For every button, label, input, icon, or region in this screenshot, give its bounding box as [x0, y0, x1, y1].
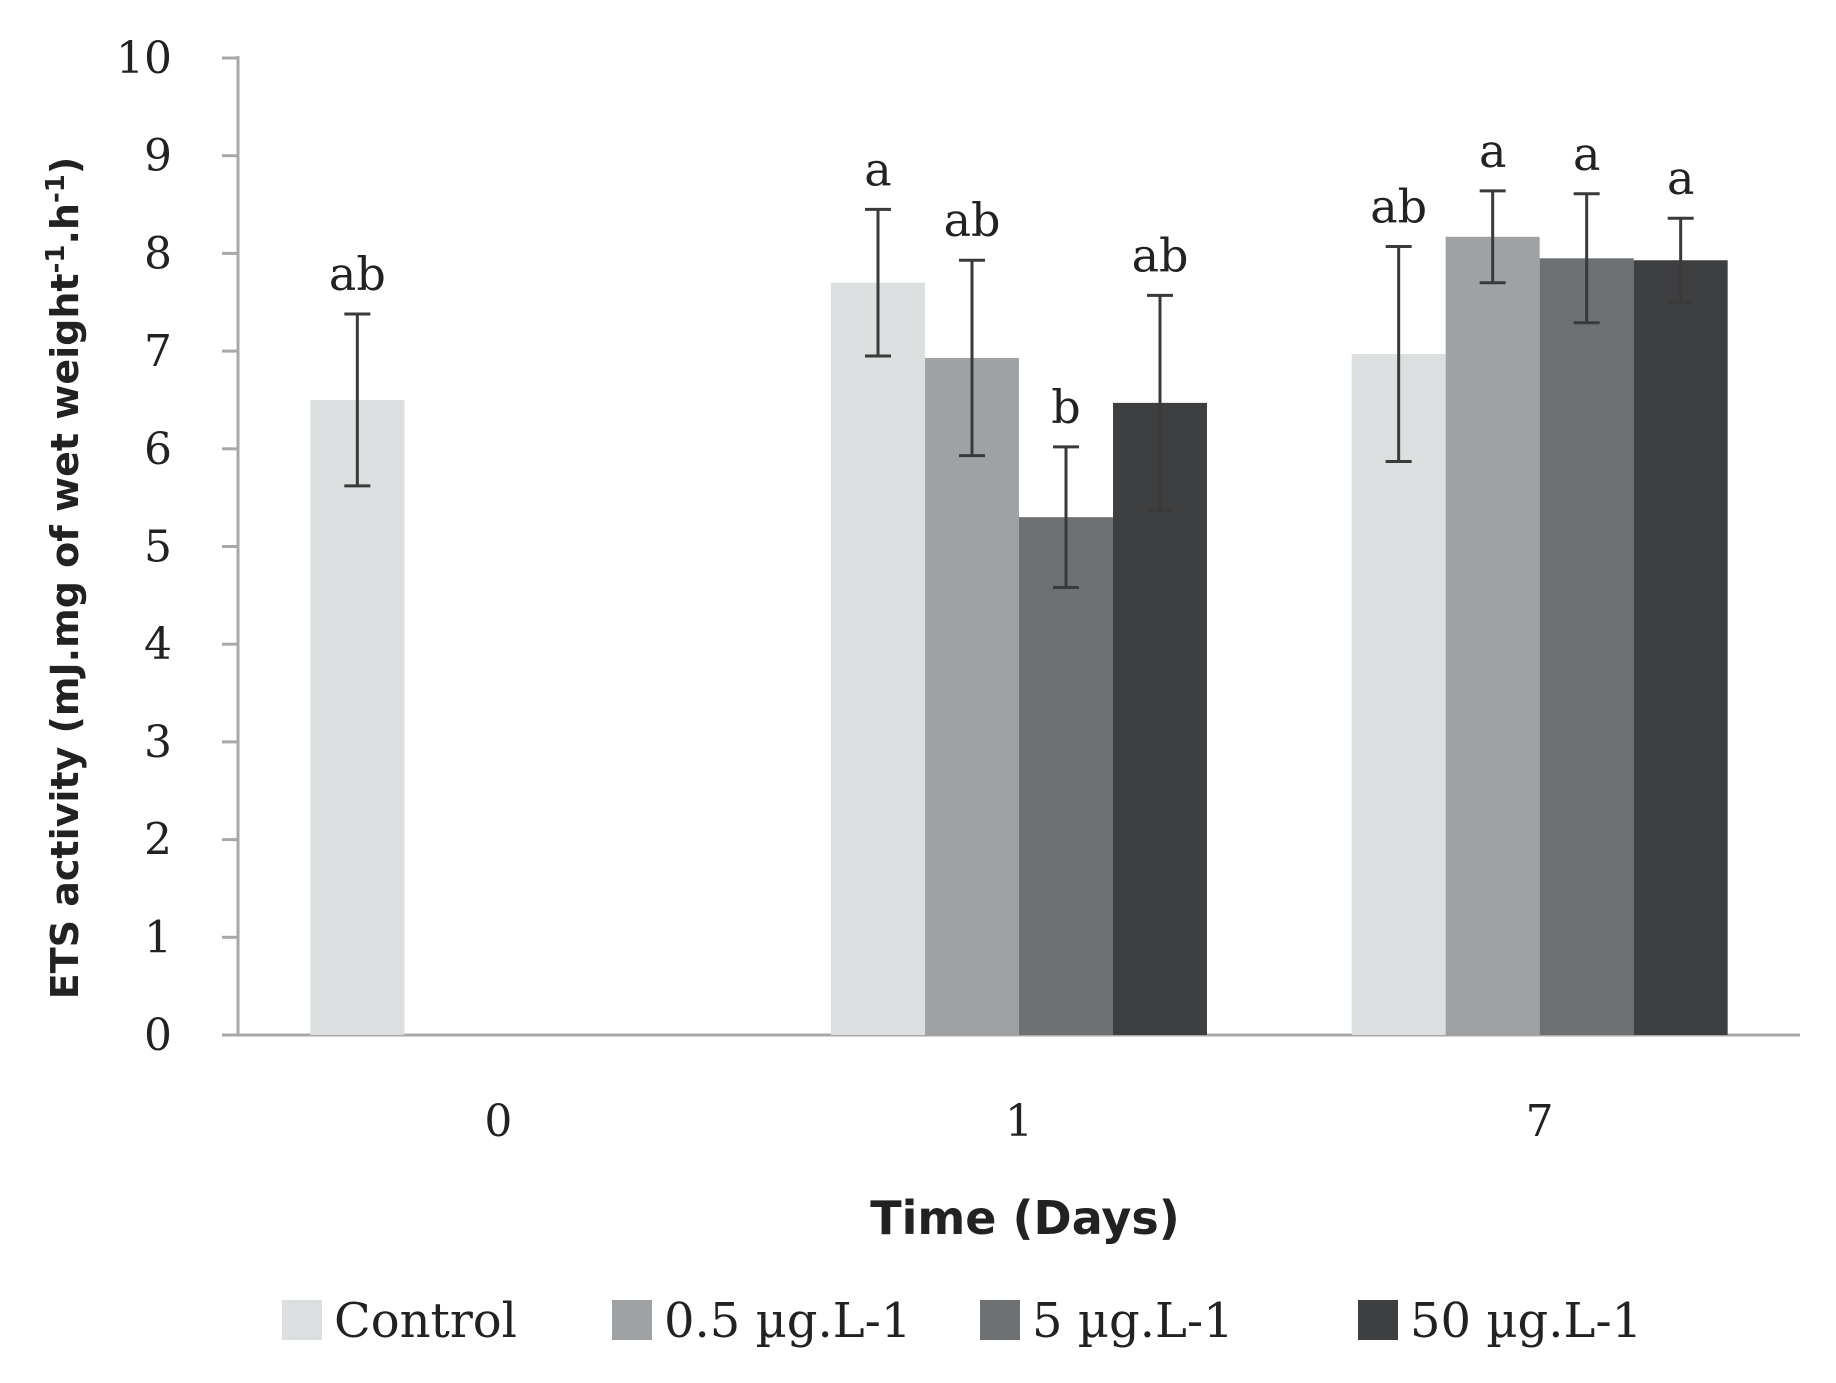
- bar: [310, 399, 405, 1035]
- bar: [925, 357, 1019, 1036]
- y-tick-label: 2: [144, 815, 172, 866]
- y-axis-title: ETS activity (mJ.mg of wet weight-1.h-1): [41, 157, 87, 999]
- significance-label: a: [1573, 127, 1600, 181]
- x-tick-label: 7: [1526, 1096, 1554, 1147]
- bar: [831, 282, 925, 1036]
- y-tick-label: 0: [144, 1010, 172, 1061]
- legend-label: 50 µg.L-1: [1410, 1293, 1642, 1349]
- legend-label: Control: [334, 1293, 517, 1349]
- significance-label: a: [1667, 151, 1694, 205]
- y-tick-label: 5: [144, 522, 172, 573]
- bar: [1351, 354, 1446, 1035]
- y-tick-label: 1: [144, 912, 172, 963]
- y-tick-label: 3: [144, 717, 172, 768]
- error-bars: [344, 189, 1694, 590]
- significance-label: ab: [1132, 228, 1189, 282]
- bar: [1445, 236, 1540, 1035]
- y-tick-label: 6: [144, 424, 172, 475]
- bar: [1633, 260, 1728, 1035]
- significance-label: b: [1051, 380, 1080, 434]
- significance-label: a: [864, 142, 891, 196]
- legend-swatch: [282, 1300, 322, 1340]
- y-tick-label: 9: [144, 131, 172, 182]
- x-tick-label: 0: [484, 1096, 512, 1147]
- y-tick-label: 7: [144, 326, 172, 377]
- y-tick-label: 8: [144, 228, 172, 279]
- bars: [310, 236, 1728, 1036]
- legend-swatch: [980, 1300, 1020, 1340]
- legend-label: 5 µg.L-1: [1032, 1293, 1234, 1349]
- significance-label: ab: [944, 193, 1001, 247]
- y-tick-label: 4: [144, 619, 172, 670]
- significance-label: ab: [329, 247, 386, 301]
- significance-label: ab: [1370, 180, 1427, 234]
- x-axis-title: Time (Days): [870, 1191, 1180, 1245]
- legend-swatch: [1358, 1300, 1398, 1340]
- bar: [1019, 517, 1113, 1035]
- x-tick-label: 1: [1005, 1096, 1033, 1147]
- y-tick-label: 10: [116, 33, 172, 84]
- legend: Control 0.5 µg.L-1 5 µg.L-1 50 µg.L-1: [282, 1293, 1642, 1349]
- significance-label: a: [1479, 124, 1506, 178]
- bar: [1539, 258, 1634, 1035]
- legend-label: 0.5 µg.L-1: [664, 1293, 911, 1349]
- y-axis: 0 1 2 3 4 5 6 7 8 9 10: [116, 33, 240, 1061]
- legend-swatch: [612, 1300, 652, 1340]
- x-axis: 0 1 7: [222, 1033, 1800, 1147]
